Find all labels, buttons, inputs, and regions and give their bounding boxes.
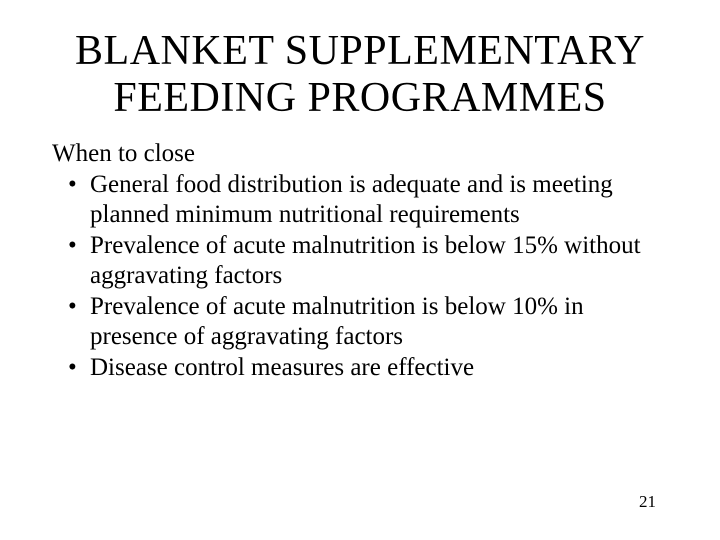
list-item: Disease control measures are effective: [52, 353, 670, 383]
bullet-list: General food distribution is adequate an…: [50, 170, 670, 383]
slide-container: BLANKET SUPPLEMENTARY FEEDING PROGRAMMES…: [0, 0, 720, 540]
list-item: General food distribution is adequate an…: [52, 170, 670, 229]
list-item: Prevalence of acute malnutrition is belo…: [52, 292, 670, 351]
page-number: 21: [639, 492, 656, 512]
title-line-2: FEEDING PROGRAMMES: [113, 75, 606, 121]
subheading: When to close: [50, 140, 670, 168]
title-line-1: BLANKET SUPPLEMENTARY: [75, 28, 645, 74]
slide-title: BLANKET SUPPLEMENTARY FEEDING PROGRAMMES: [50, 28, 670, 122]
list-item: Prevalence of acute malnutrition is belo…: [52, 231, 670, 290]
